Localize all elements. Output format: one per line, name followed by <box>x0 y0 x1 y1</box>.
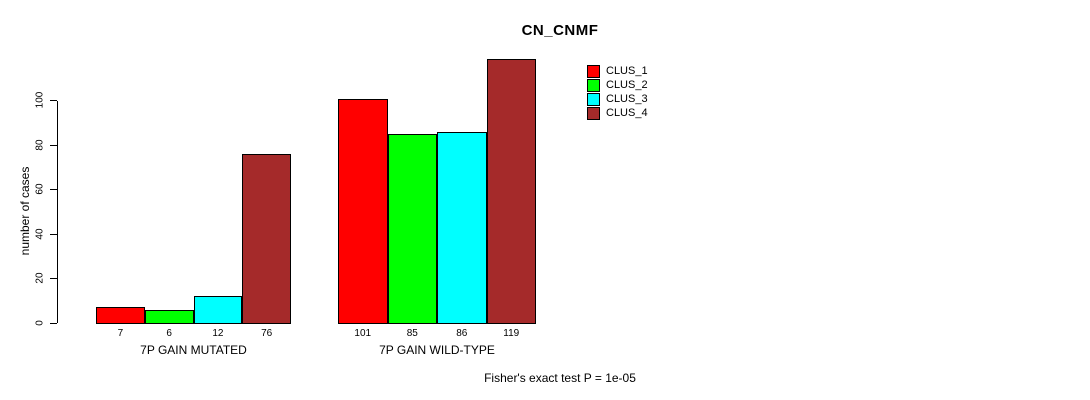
legend-entry: CLUS_3 <box>587 93 648 106</box>
bar-value-label: 76 <box>261 328 273 339</box>
bar-group <box>96 154 291 324</box>
legend-entry: CLUS_2 <box>587 79 648 92</box>
bar-value-labels: 101 85 86 119 <box>338 328 536 339</box>
legend-entry: CLUS_4 <box>587 107 648 120</box>
bar-value-label: 12 <box>212 328 224 339</box>
y-axis-line <box>57 101 58 323</box>
bar-clus_3 <box>437 132 487 324</box>
bar-value-label: 86 <box>456 328 468 339</box>
y-tick <box>50 189 57 190</box>
bar-clus_2 <box>387 134 437 324</box>
y-tick <box>50 100 57 101</box>
bar-value-label: 6 <box>166 328 172 339</box>
bar-clus_1 <box>96 307 145 324</box>
bar-value-labels: 7 6 12 76 <box>96 328 291 339</box>
bar-clus_4 <box>242 154 291 324</box>
y-tick-label: 80 <box>34 139 46 151</box>
bar-value-label: 85 <box>406 328 418 339</box>
bar-value-label: 101 <box>354 328 372 339</box>
y-tick <box>50 323 57 324</box>
bar-value-label: 119 <box>503 328 520 339</box>
legend-entry-label: CLUS_4 <box>606 107 648 119</box>
legend-swatch <box>587 107 600 120</box>
y-tick-label: 100 <box>34 91 46 109</box>
legend-entry-label: CLUS_3 <box>606 93 648 105</box>
bar-clus_2 <box>144 310 194 324</box>
bar-clus_3 <box>193 296 243 324</box>
legend-entry-label: CLUS_1 <box>606 65 648 77</box>
legend-entry-label: CLUS_2 <box>606 79 648 91</box>
y-tick <box>50 145 57 146</box>
bar-clus_4 <box>486 59 536 324</box>
legend-entry: CLUS_1 <box>587 65 648 78</box>
legend-swatch <box>587 79 600 92</box>
legend-swatch <box>587 93 600 106</box>
legend: CLUS_1 CLUS_2 CLUS_3 CLUS_4 <box>587 65 648 121</box>
y-tick <box>50 234 57 235</box>
fisher-test-annotation: Fisher's exact test P = 1e-05 <box>484 371 636 385</box>
y-tick <box>50 278 57 279</box>
y-tick-label: 0 <box>34 320 46 326</box>
bar-group <box>338 59 536 324</box>
category-label: 7P GAIN WILD-TYPE <box>379 343 495 357</box>
y-tick-label: 60 <box>34 183 46 195</box>
y-tick-label: 40 <box>34 228 46 240</box>
category-label: 7P GAIN MUTATED <box>140 343 247 357</box>
bar-clus_1 <box>338 99 388 324</box>
y-tick-label: 20 <box>34 272 46 284</box>
chart-title: CN_CNMF <box>521 22 599 39</box>
legend-swatch <box>587 65 600 78</box>
bar-value-label: 7 <box>117 328 124 339</box>
